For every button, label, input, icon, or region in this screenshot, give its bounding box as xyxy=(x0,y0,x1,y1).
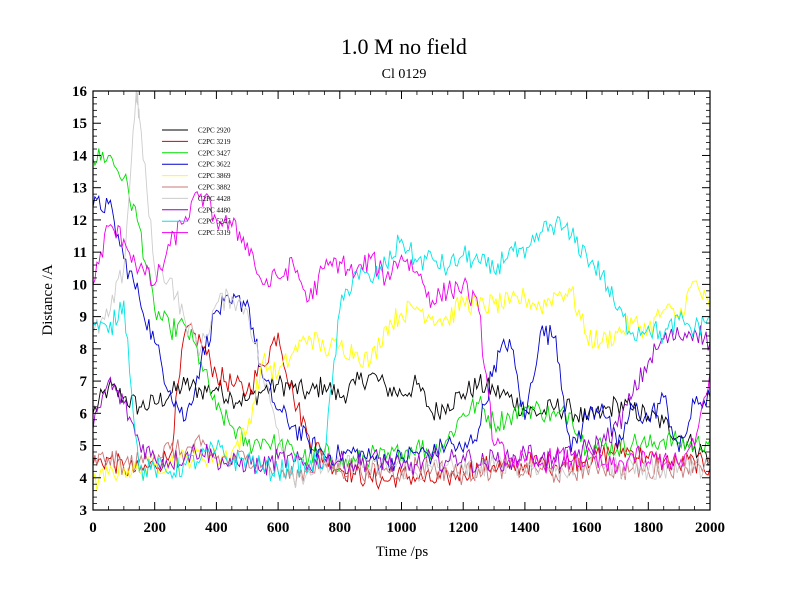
y-tick-label: 4 xyxy=(80,471,88,487)
legend-label: C2PC 5319 xyxy=(198,229,231,237)
legend-label: C2PC 4428 xyxy=(198,195,231,203)
legend-label: C2PC 5247 xyxy=(198,218,231,226)
x-tick-label: 1400 xyxy=(510,520,540,536)
series-line-c2pc-5319 xyxy=(93,191,710,474)
y-tick-label: 7 xyxy=(80,374,88,390)
x-axis-title: Time /ps xyxy=(376,544,429,560)
axes-layer: 3 4 5 6 7 8 9 10 11 12 13 14 15 16 0 200 400 600 800 1000 12… xyxy=(72,84,725,536)
y-tick-label: 9 xyxy=(80,310,88,326)
series-line-c2pc-3882 xyxy=(93,434,710,488)
series-line-c2pc-4480 xyxy=(93,325,710,476)
x-tick-label: 1600 xyxy=(572,520,602,536)
legend: C2PC 2920 C2PC 3219 C2PC 3427 C2PC 3622 C2PC… xyxy=(162,127,231,237)
y-axis-title: Distance /A xyxy=(40,264,56,335)
x-tick-label: 800 xyxy=(329,520,352,536)
series-line-c2pc-3869 xyxy=(93,280,710,492)
legend-label: C2PC 3869 xyxy=(198,172,231,180)
x-tick-label: 1800 xyxy=(633,520,663,536)
legend-label: C2PC 3427 xyxy=(198,149,231,157)
legend-label: C2PC 4480 xyxy=(198,206,231,214)
y-tick-label: 14 xyxy=(72,148,88,164)
series-layer xyxy=(93,91,710,492)
y-tick-label: 6 xyxy=(80,406,88,422)
x-tick-label: 2000 xyxy=(695,520,725,536)
chart-subtitle: Cl 0129 xyxy=(382,67,427,82)
y-tick-label: 12 xyxy=(72,213,87,229)
chart-title: 1.0 M no field xyxy=(341,34,467,59)
series-line-c2pc-3427 xyxy=(93,148,710,473)
y-tick-label: 11 xyxy=(73,245,87,261)
x-tick-label: 400 xyxy=(205,520,228,536)
y-tick-label: 8 xyxy=(80,342,88,358)
legend-label: C2PC 3219 xyxy=(198,138,231,146)
series-line-c2pc-3622 xyxy=(93,194,710,472)
series-line-c2pc-2920 xyxy=(93,371,710,466)
x-tick-label: 1000 xyxy=(387,520,417,536)
legend-label: C2PC 2920 xyxy=(198,127,231,135)
legend-label: C2PC 3622 xyxy=(198,161,231,169)
y-tick-label: 10 xyxy=(72,277,87,293)
y-tick-label: 16 xyxy=(72,84,88,100)
x-tick-label: 200 xyxy=(143,520,166,536)
x-tick-label: 1200 xyxy=(448,520,478,536)
x-tick-label: 0 xyxy=(89,520,97,536)
y-tick-label: 15 xyxy=(72,116,87,132)
legend-label: C2PC 3882 xyxy=(198,184,231,192)
x-tick-label: 600 xyxy=(267,520,290,536)
y-tick-label: 5 xyxy=(80,439,88,455)
series-line-c2pc-5247 xyxy=(93,215,710,482)
y-tick-label: 3 xyxy=(80,503,88,519)
y-tick-label: 13 xyxy=(72,181,87,197)
